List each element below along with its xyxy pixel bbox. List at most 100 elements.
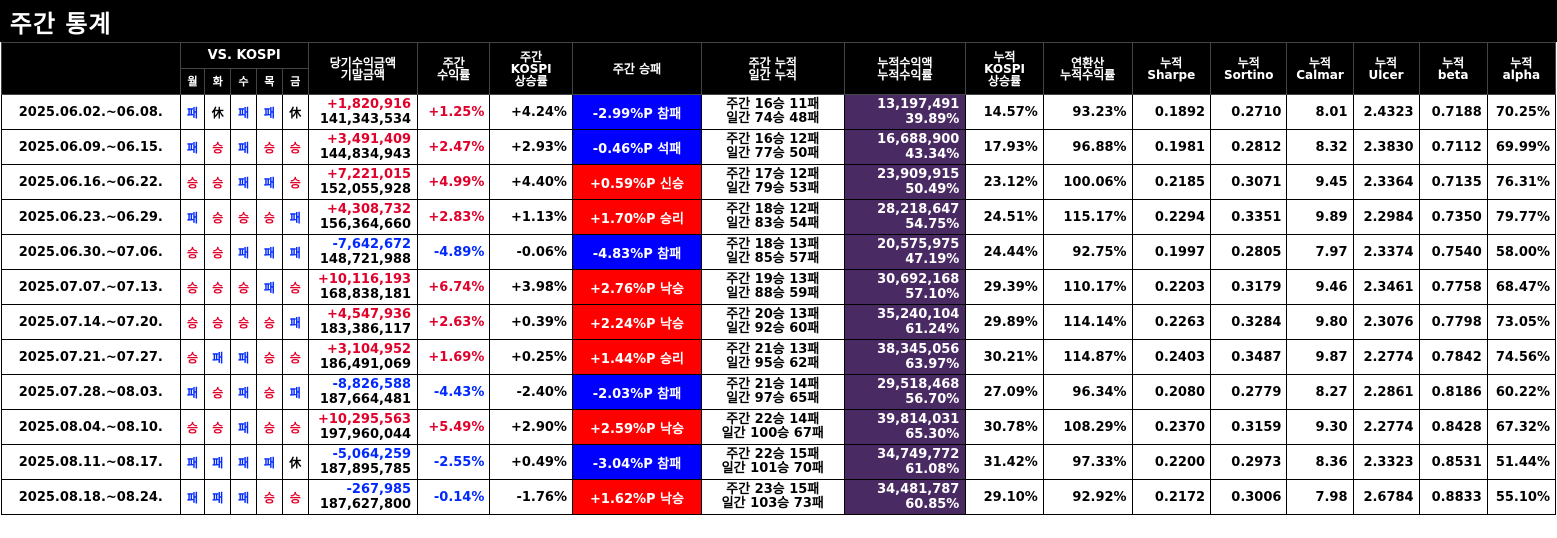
- beta-cell: 0.7135: [1418, 164, 1488, 200]
- sortino-cell: 0.3351: [1210, 199, 1288, 235]
- period-cell: 2025.06.30.~07.06.: [1, 234, 181, 270]
- period-pnl-cell: +10,295,563 197,960,044: [307, 409, 419, 445]
- calmar-cell: 9.87: [1286, 339, 1354, 375]
- day-result-cell: 패: [230, 129, 258, 165]
- header-ulcer: 누적 Ulcer: [1352, 42, 1420, 95]
- day-result-cell: 패: [204, 444, 232, 480]
- header-beta: 누적 beta: [1418, 42, 1488, 95]
- weekly-kospi-cell: +3.98%: [489, 269, 573, 305]
- day-result-cell: 패: [230, 479, 258, 515]
- day-result-cell: 패: [179, 199, 206, 235]
- end-balance: 156,364,660: [319, 217, 412, 232]
- cum-kospi-cell: 29.89%: [965, 304, 1044, 340]
- day-result-cell: 승: [256, 479, 283, 515]
- cum-amount: 13,197,491: [877, 97, 960, 112]
- cum-kospi-cell: 17.93%: [965, 129, 1044, 165]
- day-result-cell: 승: [179, 269, 206, 305]
- day-result-cell: 승: [204, 234, 232, 270]
- day-result-cell: 패: [179, 444, 206, 480]
- cum-amount-cell: 38,345,056 63.97%: [843, 339, 967, 375]
- day-result-cell: 패: [256, 269, 283, 305]
- ulcer-cell: 2.3364: [1352, 164, 1420, 200]
- weekly-vs-badge: +1.70%P 승리: [571, 199, 703, 235]
- period-pnl: +4,547,936: [327, 307, 412, 322]
- day-result-cell: 패: [281, 374, 309, 410]
- period-cell: 2025.06.02.~06.08.: [1, 94, 181, 130]
- annualized-cell: 115.17%: [1042, 199, 1133, 235]
- period-pnl: -5,064,259: [332, 447, 412, 462]
- cum-amount: 28,218,647: [877, 202, 960, 217]
- period-pnl-cell: -5,064,259 187,895,785: [307, 444, 419, 480]
- weekly-kospi-cell: +2.93%: [489, 129, 573, 165]
- cum-amount: 35,240,104: [877, 307, 960, 322]
- weekly-kospi-cell: +4.40%: [489, 164, 573, 200]
- period-cell: 2025.08.18.~08.24.: [1, 479, 181, 515]
- daily-record: 일간 92승 60패: [726, 321, 820, 336]
- day-result-cell: 승: [204, 164, 232, 200]
- title-bar: 주간 통계: [0, 0, 1557, 42]
- table-row: 2025.06.30.~07.06. 승 승 패 패 패 -7,642,672 148,721…: [1, 234, 1557, 270]
- period-pnl-cell: +10,116,193 168,838,181: [307, 269, 419, 305]
- record-cell: 주간 17승 12패 일간 79승 53패: [701, 164, 845, 200]
- period-pnl: +3,491,409: [327, 132, 412, 147]
- day-result-cell: 승: [256, 409, 283, 445]
- annualized-cell: 92.92%: [1042, 479, 1133, 515]
- record-cell: 주간 23승 15패 일간 103승 73패: [701, 479, 845, 515]
- end-balance: 141,343,534: [319, 112, 412, 127]
- table-row: 2025.06.23.~06.29. 패 승 승 승 패 +4,308,732 156,364…: [1, 199, 1557, 235]
- day-result-cell: 패: [230, 409, 258, 445]
- weekly-kospi-cell: +2.90%: [489, 409, 573, 445]
- weekly-kospi-cell: +0.39%: [489, 304, 573, 340]
- weekly-record: 주간 23승 15패: [726, 482, 820, 497]
- table-row: 2025.07.07.~07.13. 승 승 승 패 승 +10,116,193 168,83…: [1, 269, 1557, 305]
- alpha-cell: 74.56%: [1486, 339, 1557, 375]
- cum-kospi-cell: 30.21%: [965, 339, 1044, 375]
- period-pnl-cell: -7,642,672 148,721,988: [307, 234, 419, 270]
- end-balance: 168,838,181: [319, 287, 412, 302]
- daily-record: 일간 77승 50패: [726, 146, 820, 161]
- sharpe-cell: 0.2200: [1131, 444, 1212, 480]
- period-cell: 2025.07.21.~07.27.: [1, 339, 181, 375]
- day-result-cell: 승: [230, 304, 258, 340]
- table-row: 2025.08.11.~08.17. 패 패 패 패 休 -5,064,259 187,895…: [1, 444, 1557, 480]
- annualized-cell: 92.75%: [1042, 234, 1133, 270]
- daily-record: 일간 101승 70패: [721, 461, 824, 476]
- day-result-cell: 승: [204, 304, 232, 340]
- period-pnl: -8,826,588: [332, 377, 412, 392]
- day-result-cell: 승: [256, 374, 283, 410]
- sharpe-cell: 0.2172: [1131, 479, 1212, 515]
- weekly-record: 주간 21승 14패: [726, 377, 820, 392]
- calmar-cell: 8.32: [1286, 129, 1354, 165]
- sharpe-cell: 0.2263: [1131, 304, 1212, 340]
- day-result-cell: 승: [256, 304, 283, 340]
- weekly-return-cell: +2.47%: [417, 129, 491, 165]
- header-day-mon: 월: [179, 68, 206, 95]
- period-pnl-cell: +7,221,015 152,055,928: [307, 164, 419, 200]
- cum-kospi-cell: 23.12%: [965, 164, 1044, 200]
- day-result-cell: 패: [179, 94, 206, 130]
- table-row: 2025.07.14.~07.20. 승 승 승 승 패 +4,547,936 183,386…: [1, 304, 1557, 340]
- weekly-kospi-cell: +0.25%: [489, 339, 573, 375]
- day-result-cell: 休: [204, 94, 232, 130]
- period-pnl: -7,642,672: [332, 237, 412, 252]
- annualized-cell: 97.33%: [1042, 444, 1133, 480]
- record-cell: 주간 20승 13패 일간 92승 60패: [701, 304, 845, 340]
- calmar-cell: 9.45: [1286, 164, 1354, 200]
- weekly-kospi-cell: -1.76%: [489, 479, 573, 515]
- annualized-cell: 93.23%: [1042, 94, 1133, 130]
- record-cell: 주간 18승 12패 일간 83승 54패: [701, 199, 845, 235]
- weekly-return-cell: -2.55%: [417, 444, 491, 480]
- cum-amount: 29,518,468: [877, 377, 960, 392]
- cum-amount-cell: 28,218,647 54.75%: [843, 199, 967, 235]
- end-balance: 187,895,785: [319, 462, 412, 477]
- cum-return: 57.10%: [905, 287, 960, 302]
- alpha-cell: 55.10%: [1486, 479, 1557, 515]
- ulcer-cell: 2.2774: [1352, 409, 1420, 445]
- header-day-tue: 화: [204, 68, 232, 95]
- record-cell: 주간 22승 14패 일간 100승 67패: [701, 409, 845, 445]
- day-result-cell: 休: [281, 444, 309, 480]
- cum-return: 54.75%: [905, 217, 960, 232]
- ulcer-cell: 2.3076: [1352, 304, 1420, 340]
- page-title: 주간 통계: [10, 9, 112, 38]
- cum-return: 50.49%: [905, 182, 960, 197]
